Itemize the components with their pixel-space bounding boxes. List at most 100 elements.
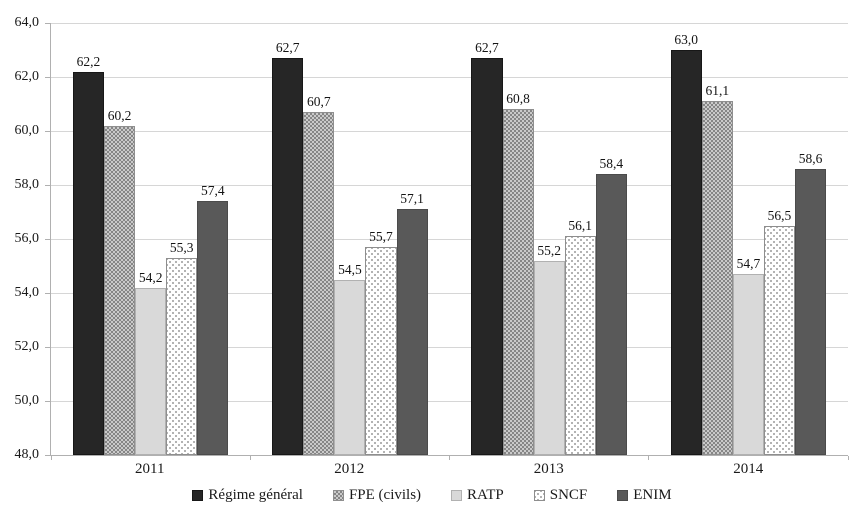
legend-marker-r-gime-g-n-ral-icon [192,490,204,501]
bar-value-label: 55,7 [369,229,393,245]
bar-value-label: 56,1 [568,218,593,234]
gridline [51,131,848,132]
legend-label: Régime général [208,487,303,503]
x-axis-tick [50,456,52,460]
x-axis-labels: 2011 2012 2013 2014 [50,461,848,478]
x-axis-label-2013: 2013 [533,461,564,477]
legend-item-sncf: SNCF [533,487,588,504]
y-axis-tick [45,239,51,240]
bar-value-label: 57,1 [400,191,424,207]
gridline [51,77,848,78]
legend-item-enim: ENIM [617,487,672,504]
bar-value-label: 58,6 [798,150,823,166]
bar-group-2013: 62,7 60,8 55,2 56,1 58,4 [450,23,649,455]
bar-value-label: 54,5 [338,261,362,277]
y-axis-tick [45,77,51,78]
legend-label: RATP [467,487,504,503]
bar-sncf-2012: 55,7 [365,229,397,455]
legend-item-r-gime-g-n-ral: Régime général [192,487,303,504]
legend-label: SNCF [549,487,588,503]
y-axis-tick-label: 58,0 [14,177,40,192]
bar-value-label: 56,5 [767,207,792,223]
gridline [51,185,848,186]
y-axis-tick [45,401,51,402]
bar-value-label: 62,7 [475,40,499,56]
y-axis-tick [45,455,51,456]
x-axis-tick [648,456,650,460]
legend-marker-enim-icon [617,490,629,501]
bar-value-label: 58,4 [599,156,624,172]
bar-sncf-2014: 56,5 [763,208,796,455]
bars-2013: 62,7 60,8 55,2 56,1 58,4 [471,23,627,455]
bar-r-gime-g-n-ral-2013: 62,7 [471,40,503,455]
y-axis-tick [45,185,51,186]
legend-marker-fpe-civils-icon [332,490,344,501]
bar-ratp-2014: 54,7 [732,256,764,455]
bar-value-label: 61,1 [705,83,730,99]
bar-enim-2014: 58,6 [795,151,827,455]
bar-value-label: 57,4 [201,183,225,199]
legend: Régime général FPE (civils) RATP SNCF ENIM [0,487,864,504]
y-axis-tick-label: 62,0 [14,69,40,84]
legend-item-ratp: RATP [451,487,504,504]
bar-value-label: 62,7 [275,40,300,56]
bars-2014: 63,0 61,1 54,7 56,5 58,6 [670,23,827,455]
bars-2012: 62,7 60,7 54,5 55,7 57,1 [272,23,428,455]
x-axis-tick [449,456,450,460]
bar-fpe-civils-2013: 60,8 [502,91,534,455]
bar-value-label: 54,2 [138,269,163,285]
y-axis-tick [45,23,51,24]
legend-marker-sncf-icon [533,490,545,501]
y-axis-tick-label: 50,0 [14,393,40,408]
bar-ratp-2011: 54,2 [135,270,167,455]
bar-value-label: 55,2 [537,242,561,258]
bar-group-2011: 62,2 60,2 54,2 55,3 57,4 [51,23,250,455]
bar-ratp-2012: 54,5 [334,262,366,455]
bar-value-label: 60,8 [506,91,530,107]
bar-r-gime-g-n-ral-2012: 62,7 [272,40,304,455]
bar-value-label: 63,0 [674,32,699,47]
y-axis-tick-label: 64,0 [14,15,40,30]
bar-group-2012: 62,7 60,7 54,5 55,7 57,1 [250,23,449,455]
bar-fpe-civils-2011: 60,2 [104,108,136,455]
bar-enim-2012: 57,1 [396,191,428,455]
x-axis-label-2012: 2012 [334,461,365,477]
y-axis-tick [45,347,51,348]
bar-fpe-civils-2012: 60,7 [303,94,335,455]
legend-label: ENIM [633,487,672,503]
legend-item-fpe-civils: FPE (civils) [332,487,422,504]
bar-groups: 62,2 60,2 54,2 55,3 57,4 62,7 60,7 54,5 55,7 57,1… [51,23,848,455]
bar-r-gime-g-n-ral-2014: 63,0 [670,32,702,455]
y-axis-tick-label: 48,0 [14,447,40,462]
bar-ratp-2013: 55,2 [533,243,565,455]
bar-value-label: 62,2 [76,53,101,69]
y-axis-tick-label: 60,0 [14,123,40,138]
bars-2011: 62,2 60,2 54,2 55,3 57,4 [72,23,229,455]
y-axis-tick [45,293,51,294]
plot-area: 62,2 60,2 54,2 55,3 57,4 62,7 60,7 54,5 55,7 57,1… [45,23,849,460]
gridline [51,401,848,402]
y-axis-tick [45,131,51,132]
x-axis-label-2011: 2011 [135,461,165,477]
gridline [51,23,848,24]
y-axis-labels: 48,0 50,0 52,0 54,0 56,0 58,0 60,0 62,0 64,0 [0,15,44,462]
bar-sncf-2013: 56,1 [564,218,596,455]
bar-enim-2011: 57,4 [197,183,229,455]
legend-marker-ratp-icon [451,490,463,501]
x-axis-tick [847,456,849,460]
x-axis-tick [249,456,251,460]
legend-label: FPE (civils) [348,487,422,503]
bar-group-2014: 63,0 61,1 54,7 56,5 58,6 [649,23,848,455]
bar-value-label: 60,2 [107,107,132,123]
y-axis-tick-label: 56,0 [14,231,40,246]
gridline [51,347,848,348]
y-axis-tick-label: 52,0 [14,339,40,354]
bar-fpe-civils-2014: 61,1 [701,83,733,455]
bar-value-label: 60,7 [306,94,331,110]
gridline [51,239,848,240]
bar-value-label: 55,3 [169,239,194,255]
x-axis-label-2014: 2014 [733,461,764,477]
bar-sncf-2011: 55,3 [166,240,198,455]
bar-enim-2013: 58,4 [595,156,627,455]
